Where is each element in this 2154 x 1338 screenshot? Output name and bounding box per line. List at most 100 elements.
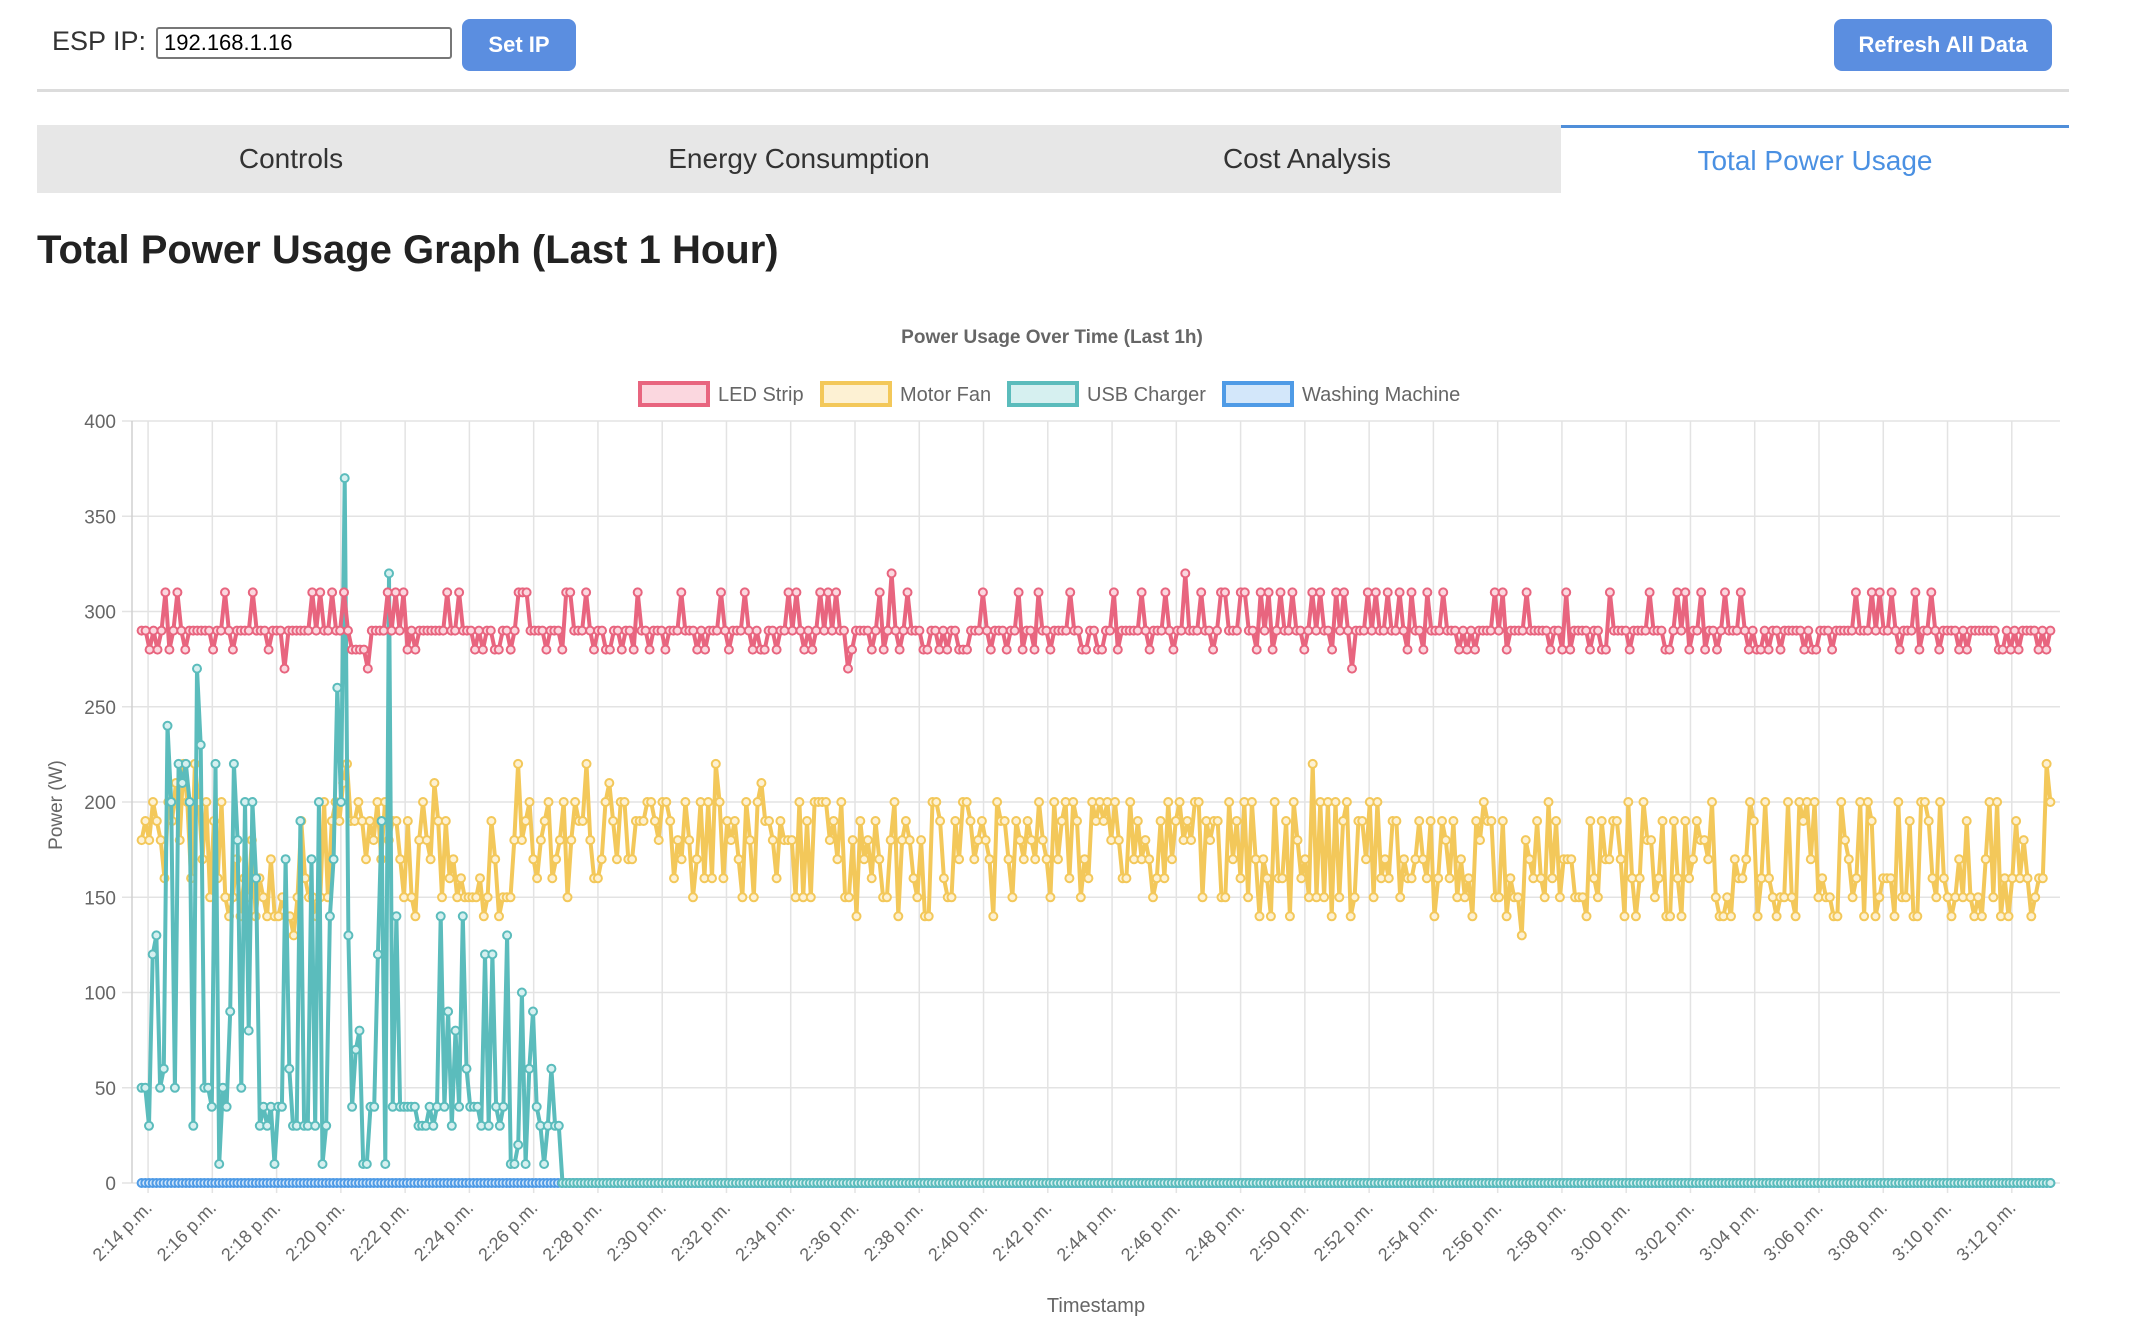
data-point-led-strip[interactable] [870, 625, 881, 636]
data-point-led-strip[interactable] [1470, 644, 1480, 655]
data-point-led-strip[interactable] [2033, 644, 2044, 655]
data-point-motor-fan[interactable] [1003, 854, 1014, 865]
data-point-led-strip[interactable] [204, 625, 215, 636]
data-point-led-strip[interactable] [537, 625, 548, 636]
data-point-usb-charger[interactable] [454, 1101, 465, 1112]
data-point-motor-fan[interactable] [1269, 797, 1280, 807]
data-point-usb-charger[interactable] [317, 1159, 328, 1169]
data-point-led-strip[interactable] [1926, 587, 1937, 598]
data-point-led-strip[interactable] [823, 587, 834, 598]
data-point-led-strip[interactable] [1890, 625, 1901, 636]
data-point-motor-fan[interactable] [1790, 911, 1801, 922]
data-point-led-strip[interactable] [2045, 625, 2056, 636]
data-point-motor-fan[interactable] [258, 892, 269, 903]
data-point-motor-fan[interactable] [1258, 854, 1269, 865]
data-point-led-strip[interactable] [1331, 587, 1342, 598]
data-point-motor-fan[interactable] [1707, 797, 1717, 807]
data-point-motor-fan[interactable] [1646, 835, 1657, 846]
data-point-motor-fan[interactable] [1281, 816, 1292, 826]
data-point-led-strip[interactable] [1759, 625, 1770, 636]
data-point-led-strip[interactable] [922, 644, 933, 655]
data-point-led-strip[interactable] [1001, 644, 1012, 655]
data-point-led-strip[interactable] [1747, 625, 1758, 636]
data-point-led-strip[interactable] [1553, 625, 1564, 636]
data-point-usb-charger[interactable] [553, 1120, 564, 1131]
data-point-motor-fan[interactable] [1900, 892, 1911, 903]
data-point-led-strip[interactable] [1271, 625, 1282, 636]
data-point-motor-fan[interactable] [1547, 873, 1558, 884]
data-point-motor-fan[interactable] [1672, 873, 1683, 884]
data-point-led-strip[interactable] [1874, 587, 1885, 598]
data-point-led-strip[interactable] [327, 587, 338, 598]
data-point-led-strip[interactable] [1958, 625, 1969, 636]
data-point-led-strip[interactable] [2029, 625, 2040, 636]
data-point-led-strip[interactable] [815, 587, 826, 598]
data-point-motor-fan[interactable] [1414, 816, 1425, 826]
data-point-motor-fan[interactable] [1459, 892, 1470, 903]
data-point-led-strip[interactable] [902, 587, 913, 598]
data-point-motor-fan[interactable] [440, 816, 451, 826]
data-point-usb-charger[interactable] [498, 1101, 509, 1112]
data-point-led-strip[interactable] [442, 587, 453, 598]
data-point-led-strip[interactable] [688, 625, 699, 636]
data-point-led-strip[interactable] [180, 644, 191, 655]
data-point-led-strip[interactable] [1581, 625, 1592, 636]
data-point-led-strip[interactable] [803, 625, 814, 636]
data-point-led-strip[interactable] [2005, 644, 2016, 655]
data-point-led-strip[interactable] [1013, 587, 1024, 598]
data-point-usb-charger[interactable] [140, 1082, 151, 1093]
data-point-led-strip[interactable] [1220, 587, 1230, 598]
data-point-led-strip[interactable] [997, 625, 1008, 636]
data-point-motor-fan[interactable] [1224, 797, 1235, 807]
data-point-led-strip[interactable] [1731, 625, 1742, 636]
data-point-usb-charger[interactable] [483, 1120, 494, 1131]
data-point-led-strip[interactable] [1283, 625, 1294, 636]
data-point-led-strip[interactable] [521, 587, 532, 598]
data-point-led-strip[interactable] [672, 625, 683, 636]
data-point-led-strip[interactable] [1025, 625, 1036, 636]
data-point-motor-fan[interactable] [1889, 911, 1900, 922]
data-point-motor-fan[interactable] [1075, 892, 1086, 903]
data-point-usb-charger[interactable] [262, 1120, 273, 1131]
data-point-led-strip[interactable] [1521, 587, 1532, 598]
data-point-motor-fan[interactable] [1824, 892, 1835, 903]
data-point-motor-fan[interactable] [1429, 911, 1440, 922]
data-point-led-strip[interactable] [898, 625, 909, 636]
data-point-motor-fan[interactable] [1726, 911, 1736, 922]
data-point-led-strip[interactable] [1668, 625, 1679, 636]
data-point-usb-charger[interactable] [177, 778, 188, 788]
data-point-motor-fan[interactable] [1186, 835, 1197, 846]
data-point-usb-charger[interactable] [180, 758, 191, 769]
data-point-motor-fan[interactable] [1927, 873, 1938, 884]
data-point-motor-fan[interactable] [665, 816, 676, 826]
data-point-led-strip[interactable] [160, 587, 171, 598]
data-point-led-strip[interactable] [751, 625, 762, 636]
data-point-motor-fan[interactable] [1015, 835, 1025, 846]
data-point-usb-charger[interactable] [225, 1006, 236, 1017]
legend-item-washing-machine[interactable]: Washing Machine [1222, 381, 1460, 407]
data-point-led-strip[interactable] [1763, 644, 1774, 655]
data-point-usb-charger[interactable] [391, 911, 402, 922]
data-point-motor-fan[interactable] [391, 816, 402, 826]
data-point-led-strip[interactable] [962, 644, 972, 655]
data-point-motor-fan[interactable] [1265, 911, 1276, 922]
data-point-led-strip[interactable] [1358, 625, 1369, 636]
data-point-motor-fan[interactable] [2026, 911, 2037, 922]
set-ip-button[interactable]: Set IP [462, 19, 576, 71]
data-point-led-strip[interactable] [779, 625, 790, 636]
data-point-led-strip[interactable] [557, 644, 568, 655]
data-point-led-strip[interactable] [263, 644, 274, 655]
data-point-led-strip[interactable] [1132, 625, 1143, 636]
data-point-motor-fan[interactable] [570, 797, 581, 807]
data-point-led-strip[interactable] [1771, 625, 1782, 636]
data-point-usb-charger[interactable] [313, 797, 324, 807]
data-point-usb-charger[interactable] [513, 1139, 524, 1150]
data-point-motor-fan[interactable] [954, 854, 965, 865]
data-point-motor-fan[interactable] [201, 797, 212, 807]
data-point-motor-fan[interactable] [1623, 797, 1634, 807]
data-point-motor-fan[interactable] [144, 835, 155, 846]
data-point-motor-fan[interactable] [1231, 816, 1242, 826]
data-point-usb-charger[interactable] [162, 720, 173, 731]
data-point-motor-fan[interactable] [1220, 892, 1231, 903]
data-point-motor-fan[interactable] [718, 873, 729, 884]
